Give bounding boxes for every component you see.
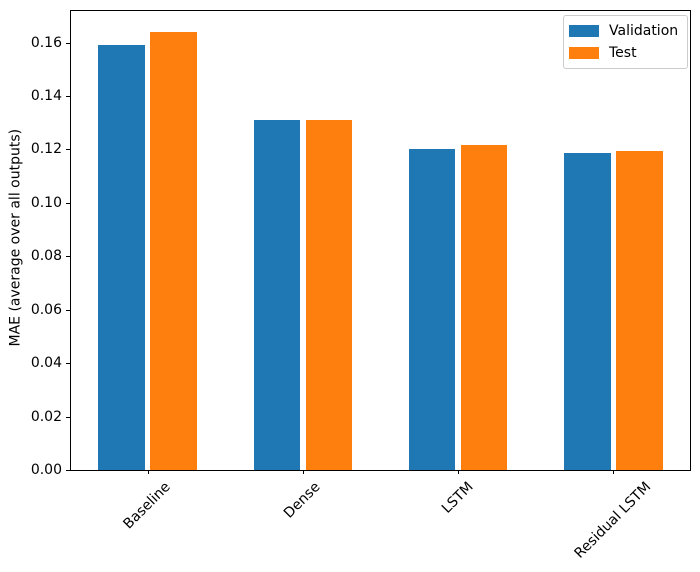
bar-validation-dense [253,120,301,470]
y-tick-mark [66,149,70,151]
x-tick-label-lstm: LSTM [439,479,477,517]
plot-area [70,10,691,471]
y-tick-label: 0.02 [30,408,62,425]
bar-test-dense [305,119,353,470]
y-tick-label: 0.10 [30,194,62,211]
x-tick-mark [147,470,149,474]
x-tick-label-baseline: Baseline [120,479,175,533]
y-tick-mark [66,309,70,311]
x-tick-mark [458,470,460,474]
x-tick-mark [613,470,615,474]
y-tick-mark [66,202,70,204]
y-tick-label: 0.16 [30,34,62,51]
y-tick-label: 0.12 [30,141,62,158]
bar-test-baseline [150,31,197,470]
bar-validation-residual-lstm [564,153,611,470]
legend-label: Test [609,45,637,61]
legend-item-test: Test [569,45,678,61]
legend-item-validation: Validation [569,23,678,39]
x-tick-label-residual-lstm: Residual LSTM [571,479,655,562]
y-tick-mark [66,96,70,98]
y-tick-label: 0.08 [30,248,62,265]
bar-test-lstm [460,144,508,470]
y-tick-mark [66,416,70,418]
legend-swatch-test [569,47,599,59]
x-tick-label-dense: Dense [281,479,324,522]
y-tick-label: 0.04 [30,355,62,372]
legend-label: Validation [609,23,679,39]
y-tick-label: 0.06 [30,301,62,318]
bar-validation-baseline [98,45,145,470]
legend: Validation Test [563,15,689,69]
x-tick-mark [302,470,304,474]
y-tick-mark [66,42,70,44]
y-tick-mark [66,470,70,471]
y-tick-label: 0.00 [30,462,62,478]
bar-validation-lstm [408,149,456,470]
y-tick-mark [66,363,70,365]
legend-swatch-validation [569,25,599,37]
bar-test-residual-lstm [616,151,663,470]
y-tick-mark [66,256,70,258]
y-tick-label: 0.14 [30,88,62,105]
